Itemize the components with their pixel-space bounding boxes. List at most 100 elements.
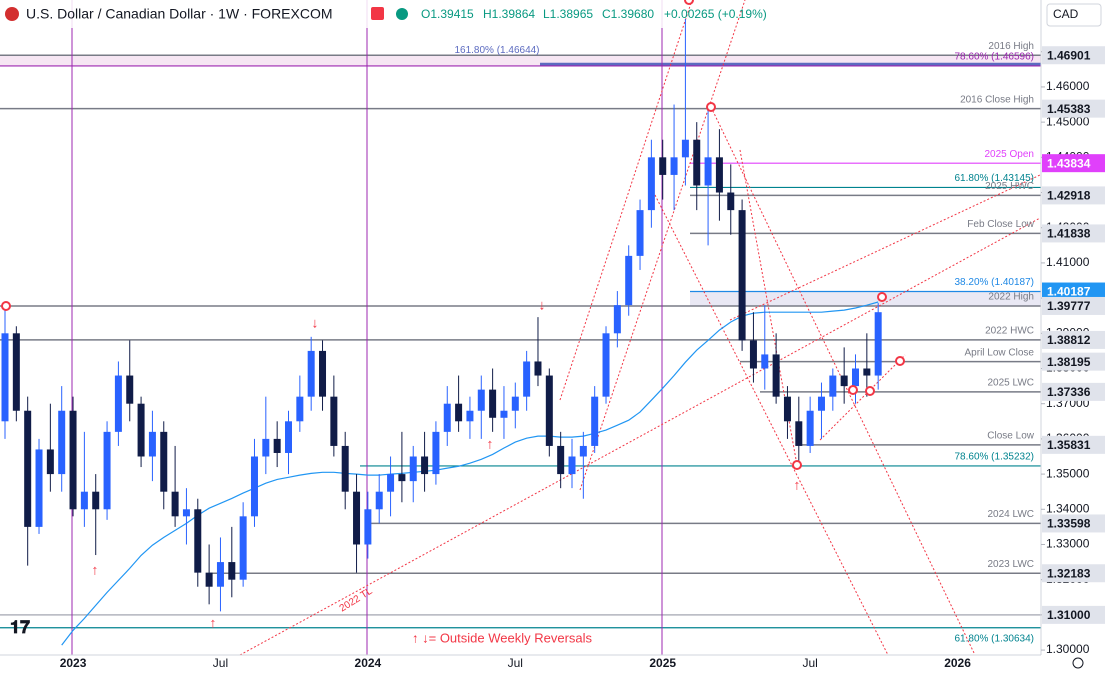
candle-body: [636, 210, 644, 256]
price-box: [1042, 605, 1105, 624]
reversal-marker: [1, 301, 11, 311]
candle-body: [409, 456, 417, 482]
candle-body: [58, 410, 66, 475]
candle-body: [285, 421, 292, 453]
y-tick-label: 1.41000: [1046, 255, 1090, 269]
level-label: 2025 LWC: [987, 378, 1034, 389]
candle-body: [387, 474, 395, 492]
candle-body: [715, 157, 723, 193]
candle-body: [126, 375, 134, 404]
y-tick-label: 1.33000: [1046, 537, 1090, 551]
candle-body: [829, 375, 837, 397]
candle-body: [670, 157, 678, 175]
candle-body: [92, 491, 100, 510]
currency[interactable]: CAD: [1053, 7, 1079, 21]
trendline: [654, 194, 889, 656]
candle-body: [273, 438, 281, 453]
candle-body: [353, 491, 361, 545]
candle-body: [35, 449, 43, 527]
candle-body: [341, 445, 349, 492]
reversal-marker: [792, 460, 802, 470]
alert-icon[interactable]: [371, 7, 384, 20]
bands-layer: [0, 55, 1041, 306]
candle-body: [319, 350, 327, 397]
reversal-arrow: ↑: [487, 436, 494, 452]
level-label: 2023 LWC: [987, 559, 1034, 570]
trendline: [819, 354, 906, 441]
candle-body: [489, 389, 497, 418]
header-change: +0.00265 (+0.19%): [664, 7, 767, 21]
reversal-marker: [706, 102, 716, 112]
x-tick-label: 2026: [944, 656, 971, 670]
price-box-label: 1.32183: [1047, 566, 1091, 580]
level-label: 2024 LWC: [987, 509, 1034, 520]
levels-layer: [0, 54, 1041, 629]
candle-body: [874, 312, 882, 376]
candle-body: [398, 474, 406, 482]
level-label: 61.80% (1.43145): [954, 173, 1034, 184]
candle-body: [250, 456, 258, 517]
candle-body: [1, 333, 9, 422]
candle-body: [738, 210, 746, 341]
y-tick-label: 1.35000: [1046, 466, 1090, 480]
candle-body: [579, 445, 587, 457]
candle-body: [863, 368, 871, 376]
candle-body: [852, 368, 859, 387]
candle-body: [772, 354, 780, 397]
candle-body: [761, 354, 769, 369]
candle-body: [647, 157, 655, 211]
candle-body: [795, 421, 803, 446]
candle-body: [806, 410, 814, 446]
price-box-label: 1.39777: [1047, 299, 1091, 313]
price-box-label: 1.41838: [1047, 227, 1091, 241]
candle-body: [545, 375, 553, 446]
price-box: [1042, 352, 1105, 371]
candle-body: [817, 396, 825, 411]
symbol-title: U.S. Dollar / Canadian Dollar · 1W · FOR…: [26, 6, 333, 22]
price-box-label: 1.38812: [1047, 333, 1091, 347]
price-box: [1042, 564, 1105, 583]
level-label: 61.80% (1.30634): [954, 633, 1034, 644]
header-high: H1.39864: [483, 7, 535, 21]
x-tick-label: 2023: [60, 656, 87, 670]
fib-band: [0, 55, 1041, 66]
candle-body: [443, 403, 451, 432]
level-label: Feb Close Low: [967, 219, 1034, 230]
symbol-icon: [5, 7, 19, 21]
candle-body: [659, 157, 667, 175]
candle-body: [182, 509, 190, 517]
price-box-label: 1.33598: [1047, 517, 1091, 531]
candle-body: [375, 491, 383, 510]
axis-layer: 1.300001.310001.320001.330001.340001.350…: [60, 44, 1105, 670]
markers: ↓ ↓ ↑ ↑ ↑ ↑: [1, 0, 905, 631]
level-label: 161.80% (1.46644): [454, 45, 539, 56]
reversal-marker: [684, 0, 694, 5]
reversal-marker: [848, 385, 858, 395]
reversal-marker: [895, 356, 905, 366]
candle-body: [262, 438, 270, 457]
candle-body: [160, 431, 168, 492]
candle-body: [103, 431, 111, 510]
level-label: 78.60% (1.35232): [954, 452, 1034, 463]
labels-layer: 2016 High 161.80% (1.46644) 78.60% (1.4659…: [454, 41, 1034, 645]
level-label: 2025 HWC: [985, 181, 1034, 192]
candle-body: [69, 410, 77, 510]
candle-body: [625, 255, 633, 306]
level-label: 2025 Open: [985, 149, 1035, 160]
currency-button[interactable]: [1046, 3, 1102, 27]
level-label: 38.20% (1.40187): [954, 277, 1034, 288]
candle-body: [24, 410, 32, 527]
reversal-arrow: ↑: [794, 477, 801, 493]
x-tick-label: Jul: [508, 656, 523, 670]
candle-body: [602, 333, 610, 397]
settings-icon[interactable]: [1072, 657, 1084, 669]
price-box: [1042, 330, 1105, 349]
candle-body: [523, 361, 531, 397]
trendline: [739, 149, 798, 466]
candle-body: [194, 509, 202, 573]
level-label: April Low Close: [965, 347, 1035, 358]
price-box: [1042, 382, 1105, 401]
level-label: 2022 HWC: [985, 326, 1034, 337]
